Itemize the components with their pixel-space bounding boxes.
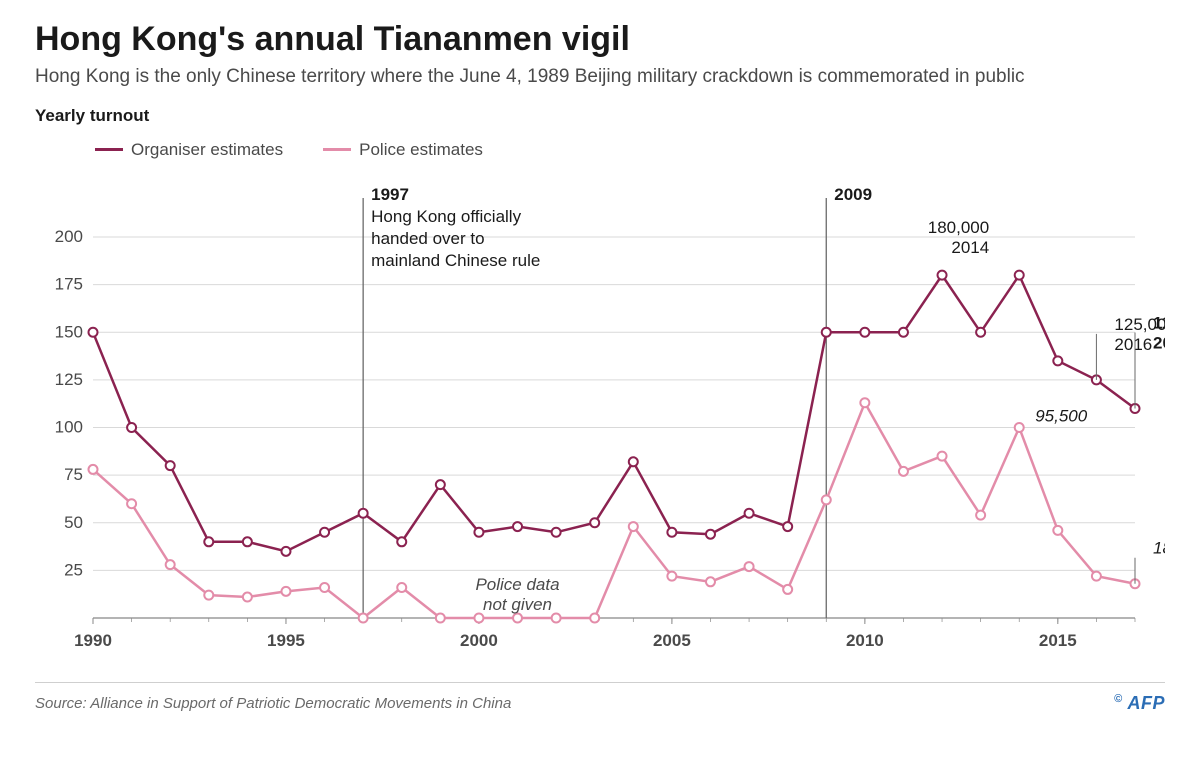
- svg-text:2000: 2000: [460, 631, 498, 650]
- svg-text:mainland Chinese rule: mainland Chinese rule: [371, 251, 540, 270]
- svg-text:2005: 2005: [653, 631, 691, 650]
- svg-text:2009: 2009: [834, 185, 872, 204]
- svg-text:175: 175: [55, 274, 83, 293]
- page-title: Hong Kong's annual Tiananmen vigil: [35, 20, 1165, 59]
- afp-logo-text: AFP: [1128, 693, 1166, 713]
- svg-text:95,500: 95,500: [1035, 406, 1088, 425]
- svg-text:125: 125: [55, 370, 83, 389]
- chart: 25 50 75 100 125 150 175 200 1990 1995 2000 2005 201…: [35, 168, 1165, 668]
- legend-swatch-icon: [323, 148, 351, 151]
- svg-text:1995: 1995: [267, 631, 305, 650]
- svg-text:200: 200: [55, 227, 83, 246]
- legend-label: Police estimates: [359, 140, 483, 160]
- svg-text:2015: 2015: [1039, 631, 1077, 650]
- source-text: Source: Alliance in Support of Patriotic…: [35, 695, 511, 712]
- svg-text:1990: 1990: [74, 631, 112, 650]
- svg-text:2014: 2014: [951, 238, 989, 257]
- svg-text:110,000: 110,000: [1153, 313, 1165, 332]
- chart-svg: 25 50 75 100 125 150 175 200 1990 1995 2000 2005 201…: [35, 168, 1165, 668]
- legend-item-organiser: Organiser estimates: [95, 140, 283, 160]
- svg-text:2016: 2016: [1114, 335, 1152, 354]
- legend: Organiser estimates Police estimates: [95, 140, 1165, 160]
- legend-swatch-icon: [95, 148, 123, 151]
- svg-text:1997: 1997: [371, 185, 409, 204]
- footer: Source: Alliance in Support of Patriotic…: [35, 682, 1165, 714]
- legend-item-police: Police estimates: [323, 140, 483, 160]
- svg-text:handed over to: handed over to: [371, 229, 484, 248]
- svg-text:180,000: 180,000: [928, 218, 989, 237]
- svg-text:2017: 2017: [1153, 333, 1165, 352]
- svg-text:50: 50: [64, 512, 83, 531]
- svg-text:Police data: Police data: [475, 575, 559, 594]
- svg-text:2010: 2010: [846, 631, 884, 650]
- svg-text:75: 75: [64, 465, 83, 484]
- svg-text:150: 150: [55, 322, 83, 341]
- svg-text:100: 100: [55, 417, 83, 436]
- svg-text:Hong Kong officially: Hong Kong officially: [371, 207, 521, 226]
- section-label: Yearly turnout: [35, 106, 1165, 126]
- svg-text:not given: not given: [483, 595, 552, 614]
- svg-text:25: 25: [64, 560, 83, 579]
- afp-logo: © AFP: [1114, 693, 1165, 714]
- svg-text:18,000: 18,000: [1153, 538, 1165, 557]
- legend-label: Organiser estimates: [131, 140, 283, 160]
- page-subtitle: Hong Kong is the only Chinese territory …: [35, 65, 1165, 90]
